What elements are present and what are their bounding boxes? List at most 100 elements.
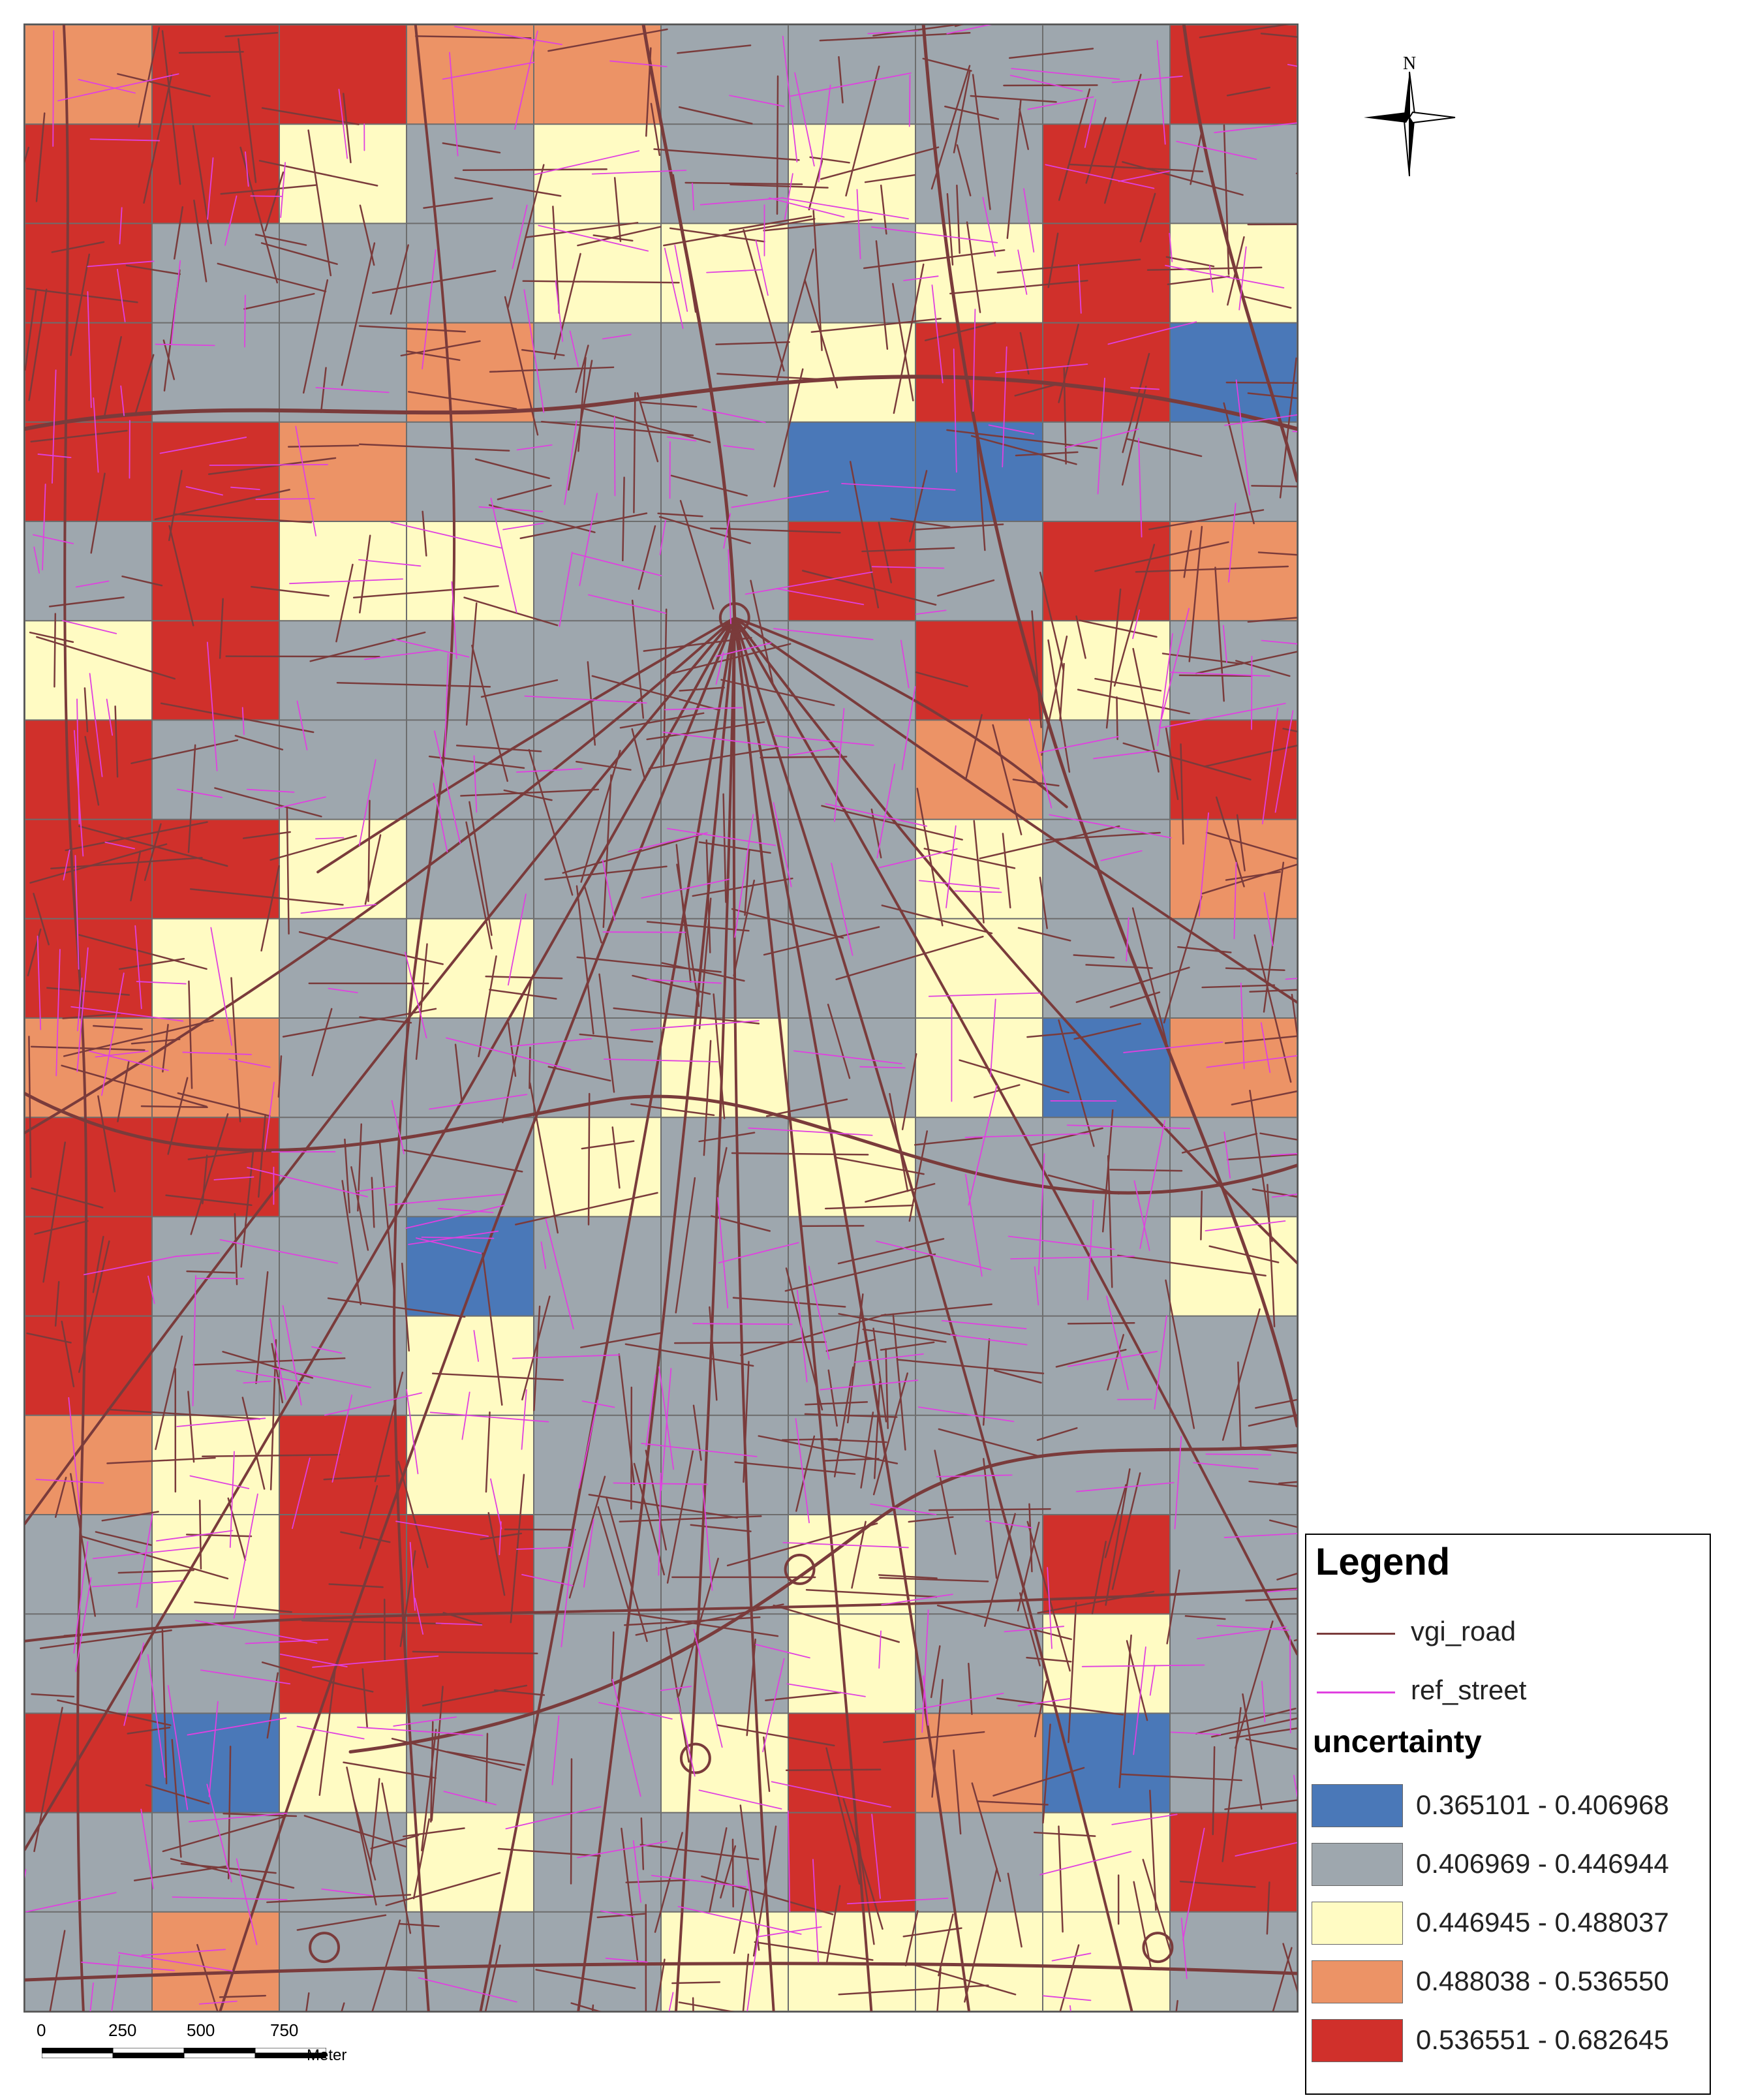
grid-cell xyxy=(152,918,279,1018)
ref-street xyxy=(187,1717,287,1736)
vgi-road xyxy=(454,1043,463,1103)
grid-cell xyxy=(279,223,407,323)
vgi-road xyxy=(973,1084,1021,1098)
ref-street xyxy=(569,330,579,367)
vgi-road xyxy=(474,458,550,480)
vgi-road xyxy=(1017,927,1071,942)
vgi-road xyxy=(575,345,589,394)
vgi-road xyxy=(48,596,125,608)
ref-street xyxy=(1261,640,1297,645)
grid-cell xyxy=(788,1415,915,1515)
vgi-road xyxy=(959,1059,1069,1094)
ref-street xyxy=(820,1380,919,1391)
vgi-road xyxy=(810,318,942,333)
vgi-road xyxy=(734,1461,856,1475)
ref-street xyxy=(985,1520,1032,1528)
vgi-road xyxy=(341,1180,362,1306)
ref-street xyxy=(429,1412,549,1423)
vgi-road xyxy=(391,1738,522,1771)
vgi-road xyxy=(824,1204,914,1210)
ref-street xyxy=(33,546,40,574)
grid-cell xyxy=(915,1018,1043,1118)
vgi-road xyxy=(934,1449,957,1555)
vgi-road xyxy=(1249,1089,1273,1243)
vgi-road xyxy=(187,1391,195,1463)
ref-street xyxy=(388,1194,506,1206)
vgi-road xyxy=(328,1583,384,1588)
grid-cell xyxy=(661,1614,788,1714)
vgi-road xyxy=(63,1627,164,1637)
vgi-road xyxy=(266,1894,412,1904)
vgi-road xyxy=(51,241,105,253)
ref-street xyxy=(78,78,136,94)
vgi-road xyxy=(497,1847,601,1857)
vgi-road xyxy=(1212,1746,1216,1836)
ref-street xyxy=(1028,718,1053,809)
grid-cell xyxy=(152,1316,279,1415)
ref-street xyxy=(928,992,1041,997)
vgi-road xyxy=(117,1569,194,1574)
ref-street xyxy=(846,1897,949,1905)
grid-cell xyxy=(534,918,661,1018)
vgi-road xyxy=(1109,991,1161,1008)
vgi-road xyxy=(62,1013,121,1019)
vgi-road xyxy=(1205,831,1297,860)
ref-street xyxy=(87,260,155,268)
vgi-road xyxy=(219,598,224,659)
vgi-road xyxy=(277,1055,283,1098)
vgi-road xyxy=(750,579,774,685)
grid-cell xyxy=(152,1515,279,1614)
vgi-road xyxy=(1120,1773,1242,1782)
grid-cell xyxy=(152,521,279,621)
legend-title: Legend xyxy=(1315,1541,1451,1583)
grid-cell xyxy=(407,1614,534,1714)
vgi-road xyxy=(1229,1727,1297,1739)
ref-street xyxy=(788,747,839,756)
ref-street xyxy=(233,1493,258,1619)
vgi-road xyxy=(992,1767,1085,1797)
grid-cell xyxy=(25,1911,152,2011)
ref-street xyxy=(75,580,110,588)
ref-street xyxy=(300,904,377,914)
vgi-road xyxy=(875,240,889,350)
ref-street xyxy=(241,707,245,735)
ref-street xyxy=(1138,437,1143,538)
vgi-road xyxy=(421,1729,437,1851)
vgi-road xyxy=(665,1627,690,1763)
vgi-road xyxy=(121,575,163,587)
vgi-road xyxy=(838,55,844,104)
grid-cell xyxy=(1170,1216,1297,1316)
vgi-road xyxy=(359,534,371,613)
ref-street xyxy=(871,566,945,569)
vgi-road xyxy=(1075,966,1190,1003)
vgi-road xyxy=(61,1320,75,1387)
vgi-road xyxy=(134,354,155,416)
vgi-road xyxy=(663,218,816,247)
vgi-road xyxy=(880,1303,992,1316)
vgi-road xyxy=(174,513,313,523)
ref-street xyxy=(331,1395,353,1483)
ref-street xyxy=(490,1478,502,1530)
vgi-road xyxy=(269,835,358,861)
vgi-road xyxy=(462,168,607,172)
ref-street xyxy=(964,1133,1090,1138)
vgi-road xyxy=(171,1738,182,1858)
grid-cell xyxy=(1170,720,1297,820)
vgi-road xyxy=(187,744,196,854)
vgi-road xyxy=(1036,1427,1078,1441)
ref-street xyxy=(564,420,577,505)
vgi-road xyxy=(26,1332,72,1344)
ref-street xyxy=(510,1038,592,1047)
vgi-road xyxy=(880,184,887,235)
vgi-road xyxy=(1224,1799,1297,1810)
vgi-road xyxy=(1104,1484,1127,1558)
vgi-road xyxy=(1165,1279,1195,1429)
vgi-road xyxy=(675,844,692,983)
vgi-road xyxy=(726,1522,878,1567)
ref-street xyxy=(1180,1917,1188,1979)
roundabout xyxy=(1142,1932,1174,1964)
vgi-road xyxy=(140,1105,208,1108)
vgi-road xyxy=(540,420,694,437)
ref-street xyxy=(1159,702,1286,729)
vgi-road xyxy=(872,1327,887,1423)
